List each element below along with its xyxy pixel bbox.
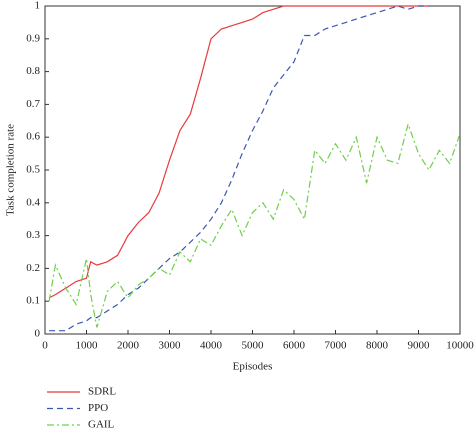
series-line	[48, 122, 461, 328]
y-tick-label: 0.2	[26, 262, 40, 274]
y-tick-label: 1	[35, 0, 41, 12]
x-tick-label: 8000	[366, 340, 389, 352]
series-line	[48, 5, 429, 299]
x-tick-label: 4000	[200, 340, 223, 352]
y-tick-label: 0.1	[26, 295, 40, 307]
x-tick-label: 2000	[117, 340, 140, 352]
y-tick-label: 0.9	[26, 32, 40, 44]
series-line	[49, 5, 429, 332]
y-tick-label: 0.4	[26, 196, 40, 208]
y-tick-label: 0.3	[26, 229, 40, 241]
legend-label: PPO	[88, 402, 108, 414]
y-tick-label: 0.8	[26, 65, 40, 77]
x-tick-label: 1000	[76, 340, 99, 352]
legend-label: GAIL	[88, 419, 115, 431]
y-tick-label: 0.7	[26, 98, 40, 110]
x-tick-label: 5000	[242, 340, 265, 352]
x-tick-label: 0	[42, 340, 48, 352]
y-tick-label: 0	[35, 328, 41, 340]
x-tick-label: 10000	[446, 340, 474, 352]
x-tick-label: 3000	[159, 340, 182, 352]
legend-label: SDRL	[88, 386, 116, 398]
x-tick-label: 9000	[408, 340, 431, 352]
plot-frame	[44, 5, 461, 335]
x-tick-label: 7000	[325, 340, 348, 352]
y-tick-label: 0.6	[26, 131, 40, 143]
x-tick-label: 6000	[283, 340, 306, 352]
y-axis-label: Task completion rate	[5, 124, 17, 216]
y-tick-label: 0.5	[26, 164, 40, 176]
x-axis-label: Episodes	[233, 361, 273, 373]
